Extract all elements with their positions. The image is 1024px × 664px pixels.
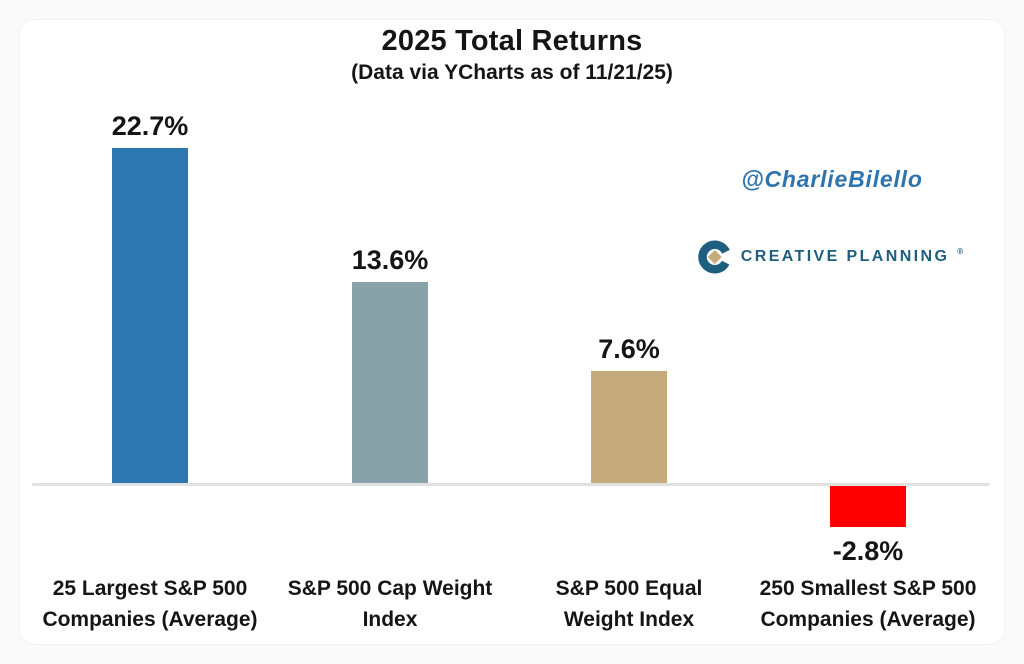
- logo-gold-diamond: [707, 250, 722, 264]
- author-handle: @CharlieBilello: [741, 166, 923, 192]
- category-label-line: Companies (Average): [760, 608, 976, 631]
- bar-2: [591, 370, 667, 483]
- registered-mark: ®: [957, 246, 964, 256]
- category-label-line: S&P 500 Equal: [555, 577, 703, 600]
- bar-value-label: -2.8%: [832, 536, 904, 567]
- bar-value-label: 7.6%: [598, 333, 660, 364]
- category-label-line: Companies (Average): [42, 608, 258, 631]
- category-label-line: S&P 500 Cap Weight: [287, 577, 493, 600]
- bar-category-label: S&P 500 Cap Weight Index: [260, 573, 520, 635]
- x-axis-baseline: [32, 483, 990, 486]
- category-label-line: Weight Index: [563, 608, 695, 631]
- logo-c-ring: [698, 240, 732, 274]
- bar-3: [830, 486, 906, 528]
- bar-category-label: 250 Smallest S&P 500 Companies (Average): [738, 573, 998, 635]
- creative-planning-wordmark: CREATIVE PLANNING: [740, 248, 950, 265]
- chart-subtitle: (Data via YCharts as of 11/21/25): [351, 61, 673, 84]
- category-label-line: 250 Smallest S&P 500: [759, 577, 977, 600]
- bar-0: [112, 148, 188, 483]
- category-label-line: 25 Largest S&P 500: [52, 577, 248, 600]
- creative-planning-c-icon: [698, 240, 732, 274]
- bar-value-label: 13.6%: [351, 245, 429, 276]
- category-label-line: Index: [362, 608, 418, 631]
- bar-category-label: S&P 500 Equal Weight Index: [499, 573, 759, 635]
- bar-category-label: 25 Largest S&P 500 Companies (Average): [20, 573, 280, 635]
- bar-1: [352, 282, 428, 483]
- creative-planning-logo: CREATIVE PLANNING ®: [698, 240, 964, 274]
- chart-title: 2025 Total Returns: [381, 25, 643, 57]
- bar-value-label: 22.7%: [111, 111, 189, 142]
